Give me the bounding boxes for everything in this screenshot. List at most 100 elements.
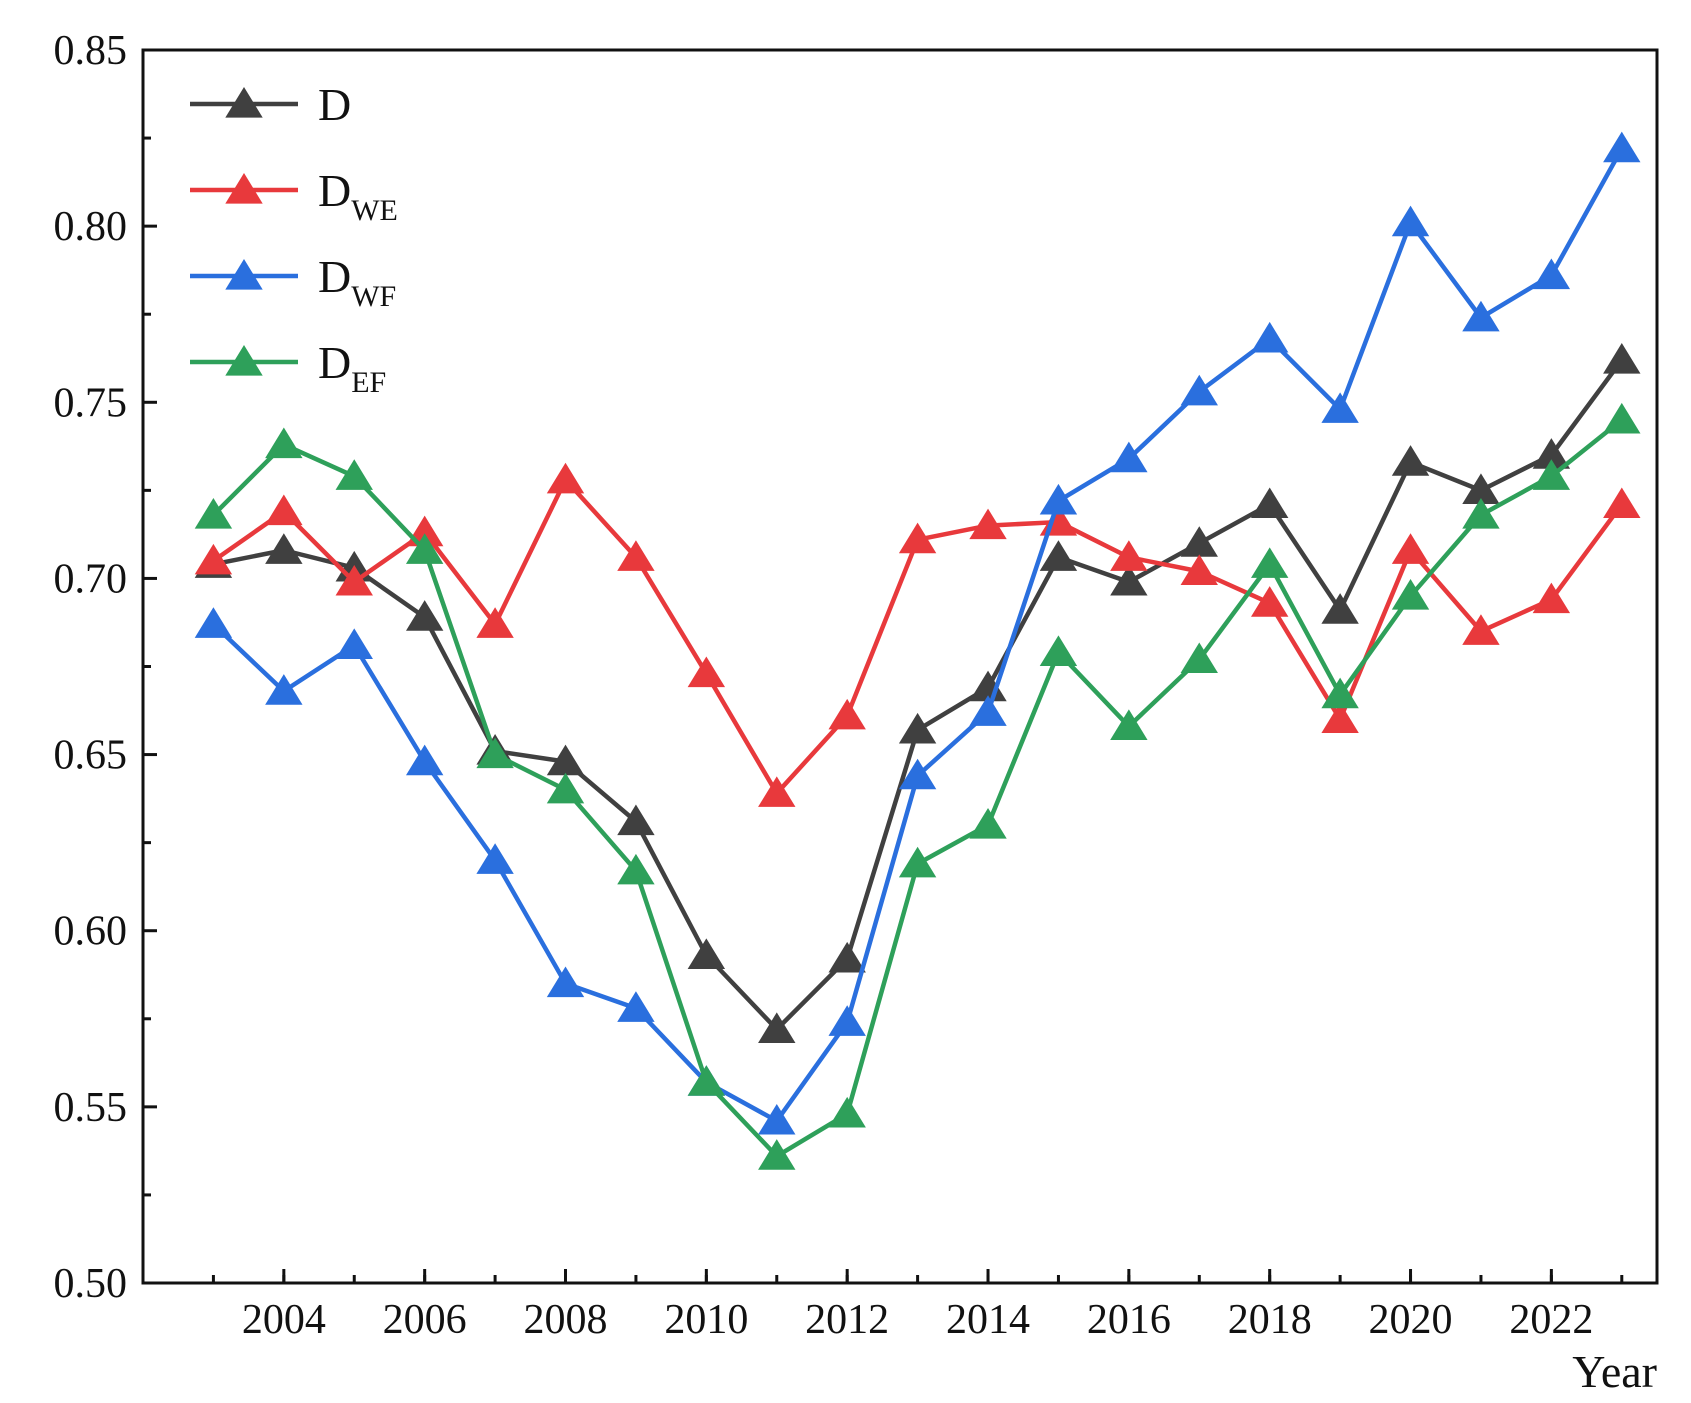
data-point-DEF	[476, 737, 514, 769]
legend-item-DWF: DWF	[190, 251, 396, 313]
y-tick-label: 0.55	[54, 1085, 128, 1131]
data-point-DEF	[1391, 579, 1430, 610]
data-point-DWF	[194, 607, 233, 638]
data-point-DEF	[758, 1139, 796, 1170]
data-point-DWE	[1462, 614, 1500, 645]
data-point-D	[828, 941, 866, 973]
data-point-D	[1110, 564, 1148, 596]
data-point-DEF	[194, 498, 233, 529]
data-point-D	[617, 804, 655, 836]
data-point-DWE	[265, 494, 303, 526]
data-point-D	[1532, 438, 1571, 469]
data-point-DWE	[687, 656, 726, 688]
data-point-DWF	[476, 843, 514, 874]
data-point-DEF	[617, 853, 655, 885]
x-tick-label: 2022	[1509, 1297, 1593, 1343]
data-point-DEF	[1110, 709, 1148, 740]
series-DEF	[194, 402, 1641, 1170]
y-tick-label: 0.70	[54, 556, 128, 602]
x-axis-title: Year	[1572, 1346, 1657, 1397]
data-point-DWE	[476, 607, 514, 638]
y-tick-label: 0.50	[54, 1261, 128, 1307]
data-point-D	[1321, 593, 1359, 624]
data-point-DEF	[335, 459, 373, 490]
data-point-DWF	[405, 744, 444, 776]
data-point-DEF	[405, 533, 444, 564]
series-DWF	[194, 131, 1641, 1135]
data-point-DEF	[1039, 635, 1078, 667]
data-point-DEF	[546, 772, 585, 804]
data-point-DWF	[1603, 131, 1641, 163]
data-point-D	[546, 744, 585, 776]
data-point-DWF	[1532, 258, 1571, 290]
data-point-DWE	[969, 508, 1007, 540]
x-tick-label: 2006	[383, 1297, 467, 1343]
data-point-DEF	[1532, 459, 1571, 490]
data-point-DEF	[687, 1065, 726, 1096]
data-point-D	[265, 533, 303, 564]
y-tick-label: 0.65	[54, 733, 128, 779]
data-point-DWF	[1321, 392, 1359, 423]
legend-marker	[225, 345, 263, 376]
data-point-DWF	[758, 1103, 796, 1135]
data-point-DWF	[546, 966, 585, 998]
series-DWE	[194, 462, 1641, 807]
data-point-DWE	[828, 698, 866, 730]
legend-label: DEF	[318, 337, 386, 399]
x-tick-label: 2012	[805, 1297, 889, 1343]
data-point-D	[1039, 540, 1078, 571]
data-point-DWE	[1532, 582, 1571, 614]
x-tick-label: 2010	[664, 1297, 748, 1343]
legend-item-D: D	[190, 79, 351, 130]
data-point-DWE	[1180, 554, 1218, 585]
series-layer	[194, 131, 1641, 1170]
legend-label: D	[318, 79, 351, 130]
x-tick-label: 2016	[1087, 1297, 1171, 1343]
data-point-D	[405, 600, 444, 631]
data-point-D	[898, 712, 937, 744]
data-point-DWF	[1391, 205, 1430, 237]
data-point-D	[1462, 473, 1500, 504]
x-tick-label: 2004	[242, 1297, 326, 1343]
data-point-DWE	[1603, 487, 1641, 519]
data-point-DWE	[1110, 540, 1148, 571]
legend-marker	[225, 173, 263, 204]
data-point-DWF	[1039, 483, 1078, 515]
data-point-DEF	[1250, 547, 1289, 578]
data-point-DWE	[546, 462, 585, 494]
data-point-DEF	[1462, 498, 1500, 529]
legend-label: DWE	[318, 165, 398, 227]
data-point-D	[1391, 445, 1430, 476]
data-point-DWE	[194, 543, 233, 575]
data-point-DEF	[1603, 402, 1641, 434]
data-point-D	[969, 670, 1007, 702]
data-point-D	[1250, 487, 1289, 519]
data-point-DWE	[758, 776, 796, 807]
y-tick-label: 0.85	[54, 28, 128, 74]
x-tick-label: 2014	[946, 1297, 1030, 1343]
data-point-D	[687, 938, 726, 969]
y-tick-label: 0.60	[54, 909, 128, 955]
axes: 0.50 0.55 0.60 0.65 0.70 0.75 0.80 0.85 2004 2006…	[54, 28, 1659, 1397]
data-point-DWF	[265, 674, 303, 705]
legend: D DWE DWF DEF	[190, 79, 398, 399]
data-point-DWF	[969, 695, 1007, 726]
data-point-DWE	[1391, 533, 1430, 564]
legend-item-DWE: DWE	[190, 165, 398, 227]
data-point-DWF	[828, 1005, 866, 1036]
legend-label: DWF	[318, 251, 396, 313]
data-point-DWF	[335, 628, 373, 659]
data-point-DWF	[1180, 374, 1218, 406]
data-point-DWF	[1462, 300, 1500, 332]
data-point-D	[1603, 343, 1641, 374]
y-tick-label: 0.75	[54, 380, 128, 426]
data-point-DWE	[898, 522, 937, 554]
data-point-DEF	[265, 427, 303, 459]
data-point-DWF	[1250, 321, 1289, 353]
x-tick-label: 2008	[524, 1297, 608, 1343]
data-point-DEF	[1180, 642, 1218, 674]
y-tick-label: 0.80	[54, 204, 128, 250]
data-point-DEF	[898, 846, 937, 878]
